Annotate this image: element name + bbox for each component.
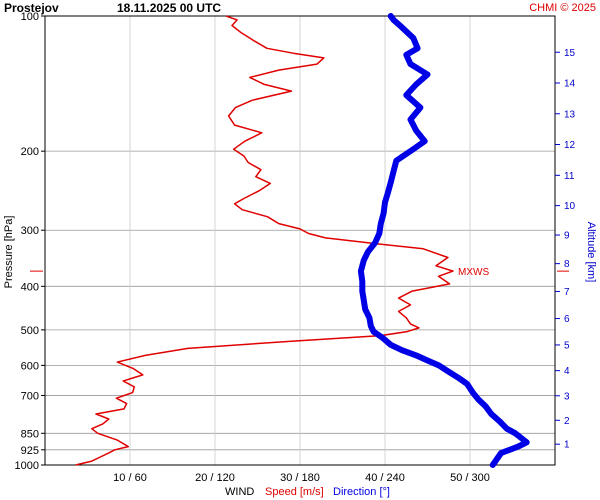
pressure-tick-label: 100 bbox=[21, 11, 39, 23]
direction-series-line bbox=[357, 13, 530, 468]
altitude-tick-label: 1 bbox=[564, 440, 570, 451]
altitude-tick-label: 3 bbox=[564, 391, 570, 402]
speed-series-line bbox=[75, 15, 454, 466]
altitude-tick-label: 13 bbox=[564, 109, 576, 120]
pressure-tick-label: 925 bbox=[21, 445, 39, 457]
direction-axis-title: Direction [°] bbox=[333, 486, 390, 498]
pressure-tick-label: 500 bbox=[21, 325, 39, 337]
station-title: Prostejov bbox=[4, 1, 59, 15]
pressure-axis-title: Pressure [hPa] bbox=[3, 216, 15, 289]
altitude-tick-label: 14 bbox=[564, 79, 576, 90]
wind-axis-title: WIND bbox=[225, 486, 254, 498]
pressure-tick-label: 850 bbox=[21, 428, 39, 440]
pressure-ticks: 100 200 300 400 500 600 700 850 925 1000 bbox=[15, 11, 45, 472]
speed-direction-tick-label: 20 / 120 bbox=[195, 472, 235, 484]
series-layer bbox=[75, 13, 530, 468]
speed-direction-ticks: 10 / 60 20 / 120 30 / 180 40 / 240 50 / 300 bbox=[113, 472, 490, 484]
altitude-tick-label: 15 bbox=[564, 48, 576, 59]
pressure-tick-label: 600 bbox=[21, 360, 39, 372]
altitude-tick-label: 6 bbox=[564, 314, 570, 325]
altitude-tick-label: 12 bbox=[564, 140, 576, 151]
altitude-tick-label: 4 bbox=[564, 366, 570, 377]
pressure-tick-label: 700 bbox=[21, 390, 39, 402]
plot-frame bbox=[44, 15, 556, 466]
altitude-tick-label: 10 bbox=[564, 201, 576, 212]
pressure-tick-label: 1000 bbox=[15, 460, 39, 472]
altitude-tick-label: 9 bbox=[564, 231, 570, 242]
pressure-tick-label: 200 bbox=[21, 146, 39, 158]
pressure-tick-label: 300 bbox=[21, 225, 39, 237]
speed-direction-tick-label: 10 / 60 bbox=[113, 472, 147, 484]
altitude-tick-label: 8 bbox=[564, 259, 570, 270]
pressure-tick-label: 400 bbox=[21, 281, 39, 293]
mxws-label: MXWS bbox=[458, 267, 489, 278]
speed-direction-tick-label: 40 / 240 bbox=[365, 472, 405, 484]
speed-axis-title: Speed [m/s] bbox=[265, 486, 324, 498]
speed-direction-tick-label: 30 / 180 bbox=[280, 472, 320, 484]
altitude-tick-label: 7 bbox=[564, 287, 570, 298]
speed-direction-tick-label: 50 / 300 bbox=[450, 472, 490, 484]
mxws-marker: MXWS bbox=[30, 267, 569, 278]
altitude-axis-title: Altitude [km] bbox=[585, 222, 597, 283]
datetime-title: 18.11.2025 00 UTC bbox=[117, 1, 221, 15]
altitude-tick-label: 11 bbox=[564, 171, 575, 182]
credit-label: CHMI © 2025 bbox=[529, 2, 596, 14]
altitude-tick-label: 5 bbox=[564, 340, 570, 351]
altitude-tick-label: 2 bbox=[564, 416, 570, 427]
